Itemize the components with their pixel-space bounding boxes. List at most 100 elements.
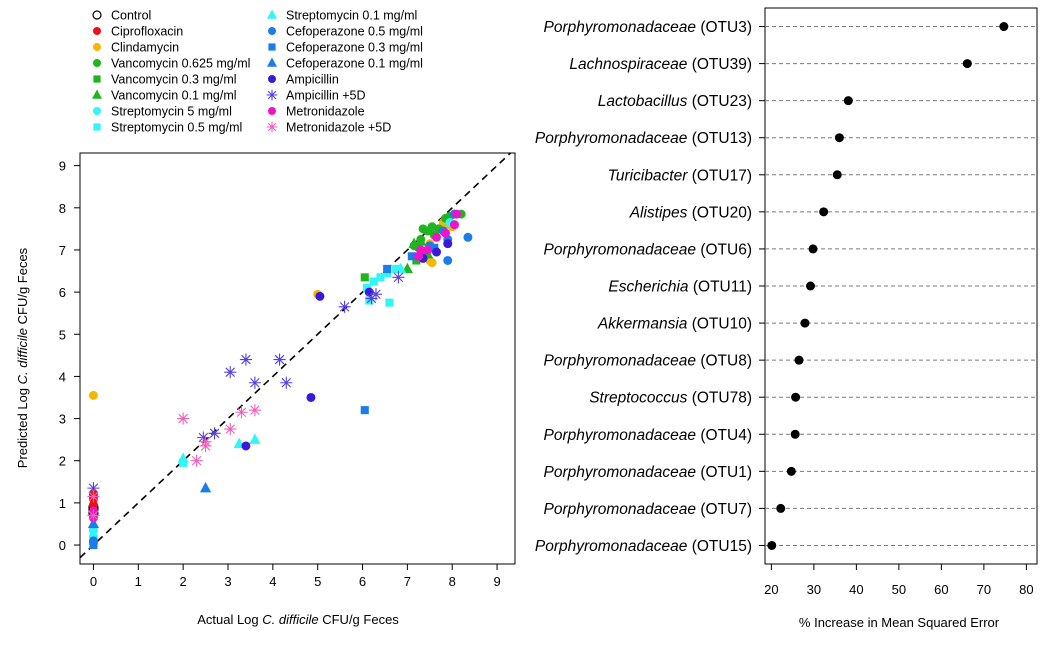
otu-id: (OTU17)	[687, 167, 752, 184]
legend-marker	[93, 43, 101, 51]
data-point	[430, 243, 439, 252]
legend-marker	[267, 9, 277, 19]
importance-panel: Porphyromonadaceae (OTU3) Lachnospiraceae…	[535, 7, 1038, 630]
taxon-name: Porphyromonadaceae	[544, 501, 697, 518]
importance-row: Porphyromonadaceae (OTU3)	[544, 19, 1037, 36]
data-point	[224, 423, 237, 436]
data-point	[199, 435, 212, 448]
data-point	[416, 245, 426, 255]
legend-marker	[268, 107, 276, 115]
legend-item: Metronidazole	[268, 105, 365, 119]
data-point	[364, 287, 374, 297]
importance-row: Porphyromonadaceae (OTU8)	[544, 353, 1037, 370]
y-tick-label: 3	[59, 412, 66, 427]
data-point	[235, 406, 248, 419]
legend-item: Vancomycin 0.625 mg/ml	[93, 57, 250, 71]
data-point	[415, 235, 427, 246]
taxon-name: Escherichia	[608, 279, 688, 296]
data-point	[224, 366, 237, 379]
data-point	[249, 433, 261, 444]
taxon-name: Akkermansia	[597, 316, 688, 333]
data-point	[443, 255, 453, 265]
taxon-name: Streptococcus	[589, 390, 687, 407]
importance-row: Akkermansia (OTU10)	[597, 316, 1037, 333]
importance-point	[791, 392, 801, 402]
otu-label: Porphyromonadaceae (OTU6)	[544, 241, 753, 258]
x-tick-label: 40	[849, 582, 863, 597]
data-point	[177, 452, 189, 463]
y-tick-label: 5	[59, 327, 66, 342]
x-tick-label: 0	[90, 574, 97, 589]
taxon-name: Porphyromonadaceae	[544, 464, 697, 481]
importance-row: Turicibacter (OTU17)	[608, 167, 1037, 184]
scatter-x-axis: 0 1 2 3 4 5 6 7 8 9	[90, 564, 501, 589]
scatter-x-axis-label: Actual Log C. difficile CFU/g Feces	[197, 612, 399, 627]
x-tick-label: 3	[224, 574, 231, 589]
legend-item: Vancomycin 0.3 mg/ml	[93, 73, 237, 87]
legend-label: Ampicillin	[286, 73, 339, 87]
data-point	[197, 431, 210, 444]
data-point	[208, 427, 221, 440]
scatter-panel: 0 1 2 3 4 5 6 7 8 9 0 1 2 3 4 5 6 7 8 9 Actual Log C. diff…	[15, 9, 516, 627]
x-tick-label: 70	[977, 582, 991, 597]
importance-point	[805, 281, 815, 291]
x-tick-label: 8	[449, 574, 456, 589]
y-tick-label: 6	[59, 285, 66, 300]
importance-point	[790, 429, 800, 439]
taxon-name: Porphyromonadaceae	[544, 19, 697, 36]
data-point	[369, 288, 383, 301]
importance-rows: Porphyromonadaceae (OTU3) Lachnospiraceae…	[535, 19, 1037, 555]
legend-marker	[92, 89, 102, 99]
legend-label: Streptomycin 0.1 mg/ml	[286, 9, 417, 23]
data-point	[248, 404, 261, 417]
importance-point	[808, 244, 818, 254]
importance-row: Porphyromonadaceae (OTU1)	[544, 464, 1037, 481]
legend-item: Control	[92, 9, 151, 23]
legend-label: Ampicillin +5D	[286, 89, 366, 103]
otu-id: (OTU8)	[696, 353, 752, 370]
x-tick-label: 30	[807, 582, 821, 597]
x-tick-label: 60	[934, 582, 948, 597]
data-point	[395, 262, 407, 274]
data-point	[338, 300, 351, 313]
importance-row: Escherichia (OTU11)	[608, 279, 1037, 296]
otu-label: Porphyromonadaceae (OTU3)	[544, 19, 753, 36]
scatter-y-axis-label: Predicted Log C. difficile CFU/g Feces	[15, 247, 30, 468]
legend-marker	[266, 121, 278, 133]
y-tick-label: 8	[59, 201, 66, 216]
data-point	[432, 232, 442, 242]
legend-item: Metronidazole +5D	[266, 121, 391, 135]
data-point	[383, 269, 392, 278]
data-point	[452, 209, 462, 219]
importance-point	[786, 466, 796, 476]
importance-x-axis: 20 30 40 50 60 70 80	[764, 564, 1034, 597]
importance-row: Porphyromonadaceae (OTU4)	[544, 427, 1037, 444]
data-point	[89, 540, 98, 550]
importance-row: Lactobacillus (OTU23)	[598, 93, 1037, 110]
data-point	[427, 258, 437, 268]
data-point	[190, 454, 203, 467]
legend-label: Cefoperazone 0.5 mg/ml	[286, 25, 423, 39]
legend-item: Ciprofloxacin	[93, 25, 183, 39]
data-point	[383, 264, 392, 273]
identity-reference-line	[79, 152, 512, 559]
legend-label: Clindamycin	[111, 41, 179, 55]
legend-label: Streptomycin 5 mg/ml	[111, 105, 232, 119]
x-tick-label: 5	[314, 574, 321, 589]
data-point	[407, 252, 416, 261]
taxon-name: Porphyromonadaceae	[535, 130, 688, 147]
otu-id: (OTU3)	[696, 19, 752, 36]
y-tick-label: 1	[59, 496, 66, 511]
legend-item: Streptomycin 5 mg/ml	[93, 105, 232, 119]
taxon-name: Turicibacter	[608, 167, 689, 184]
legend-marker	[93, 107, 101, 115]
scatter-plot-frame	[79, 152, 516, 565]
data-point	[239, 353, 253, 366]
data-point	[88, 500, 98, 510]
otu-id: (OTU15)	[687, 538, 752, 555]
x-tick-label: 2	[180, 574, 187, 589]
otu-id: (OTU78)	[687, 390, 752, 407]
y-tick-label: 7	[59, 243, 66, 258]
otu-id: (OTU23)	[687, 93, 752, 110]
